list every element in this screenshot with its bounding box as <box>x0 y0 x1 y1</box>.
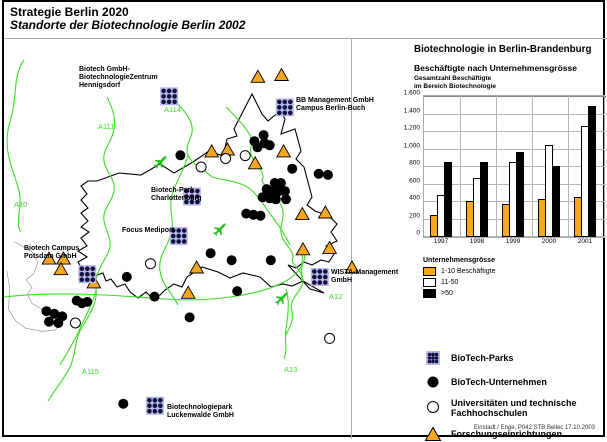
svg-text:Focus Mediport: Focus Mediport <box>122 227 175 234</box>
svg-text:A115: A115 <box>82 367 99 376</box>
svg-text:A114: A114 <box>164 105 181 114</box>
svg-text:Charlottenburg: Charlottenburg <box>151 195 202 202</box>
svg-text:Biotechnologiepark: Biotechnologiepark <box>167 404 232 411</box>
svg-text:Biotech-Park: Biotech-Park <box>151 187 194 194</box>
svg-text:BiotechnologieZentrum: BiotechnologieZentrum <box>79 74 158 81</box>
svg-text:Biotech Campus: Biotech Campus <box>24 245 79 252</box>
svg-text:A13: A13 <box>284 365 297 374</box>
svg-text:Potsdam GmbH: Potsdam GmbH <box>24 253 77 260</box>
svg-text:Biotech GmbH-: Biotech GmbH- <box>79 66 131 73</box>
svg-text:A12: A12 <box>329 292 342 301</box>
svg-text:Campus Berlin-Buch: Campus Berlin-Buch <box>296 105 365 112</box>
svg-text:A111: A111 <box>98 122 114 131</box>
svg-text:A10: A10 <box>14 200 27 209</box>
svg-text:Luckenwalde GmbH: Luckenwalde GmbH <box>167 412 234 419</box>
svg-text:Hennigsdorf: Hennigsdorf <box>79 82 121 89</box>
svg-text:GmbH: GmbH <box>331 277 352 284</box>
svg-text:WISTA-Management: WISTA-Management <box>331 269 399 276</box>
svg-text:BB Management GmbH: BB Management GmbH <box>296 97 374 104</box>
